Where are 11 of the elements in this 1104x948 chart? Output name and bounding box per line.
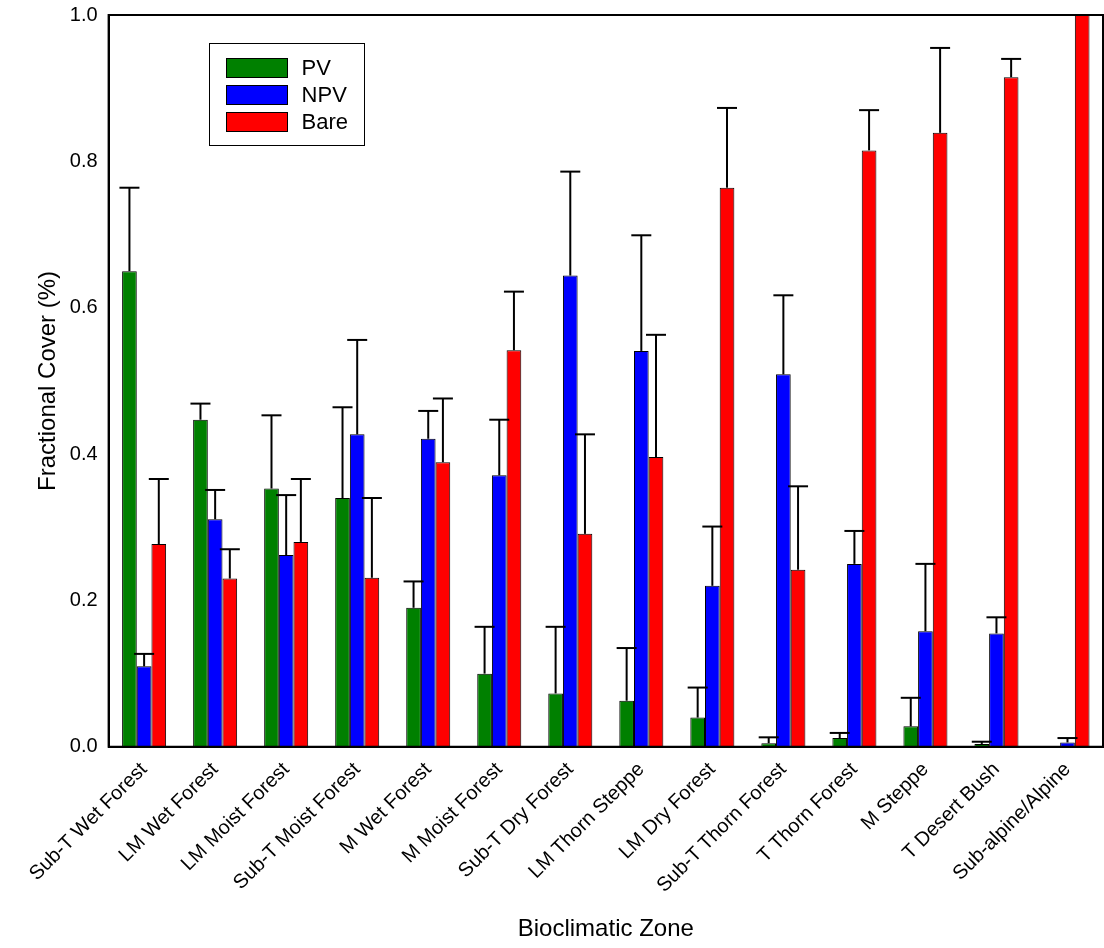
legend-label: PV — [301, 54, 331, 81]
y-tick-label: 1.0 — [69, 2, 98, 25]
y-axis-title: Fractional Cover (%) — [33, 270, 61, 491]
y-tick-label: 0.6 — [69, 295, 98, 318]
y-tick-label: 0.8 — [69, 148, 98, 171]
legend-label: NPV — [301, 81, 347, 108]
x-axis-title: Bioclimatic Zone — [517, 914, 694, 942]
y-tick-label: 0.4 — [69, 441, 98, 464]
y-tick-label: 0.2 — [69, 587, 98, 610]
legend-label: Bare — [301, 108, 349, 135]
y-tick-label: 0.0 — [69, 734, 98, 757]
